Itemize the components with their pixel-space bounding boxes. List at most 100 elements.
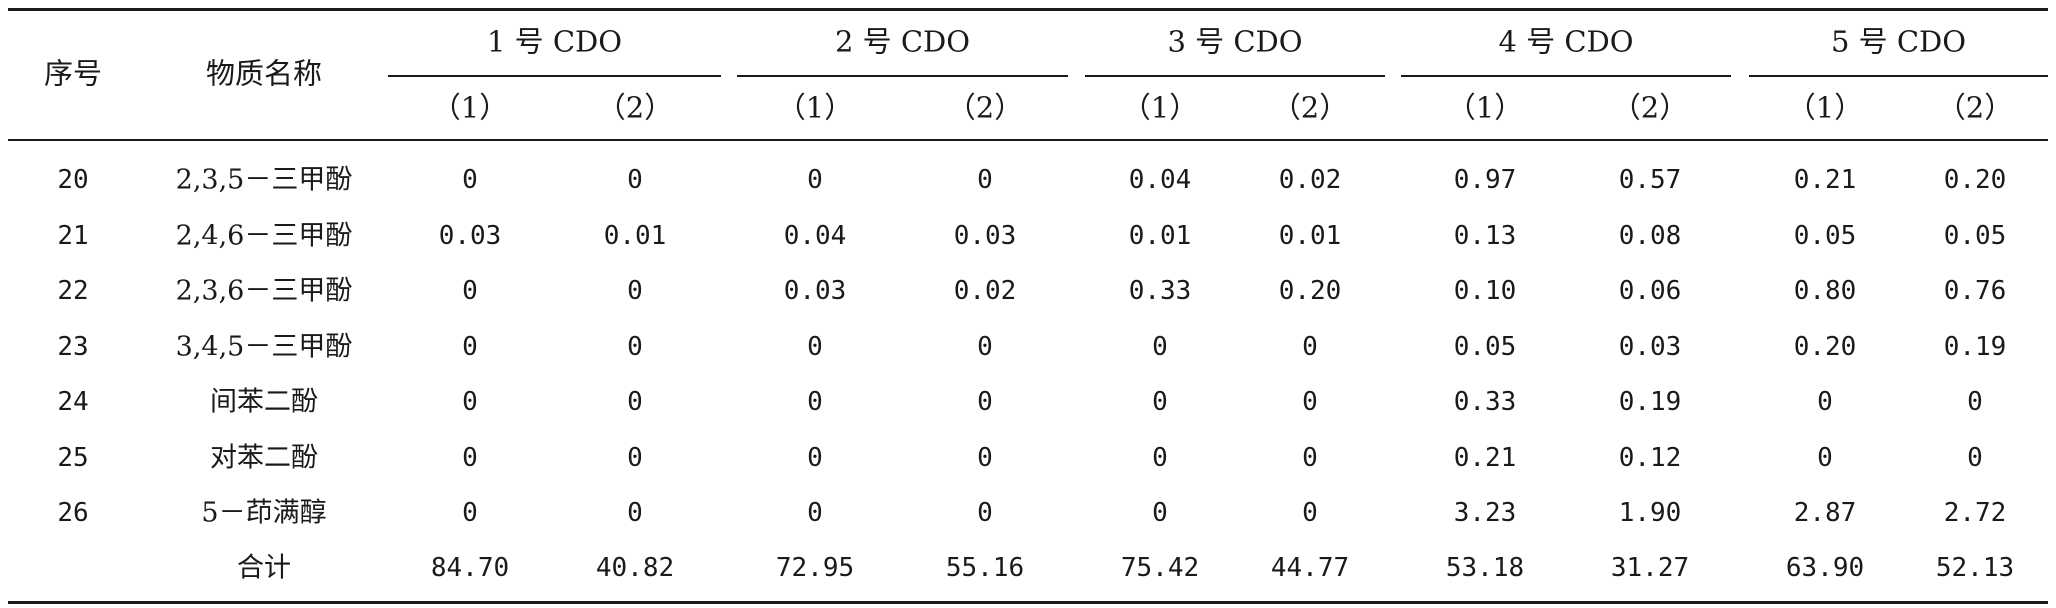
value-cell: 72.95 [775,553,855,583]
value-cell: 0 [1152,443,1168,473]
value-cell: 0.01 [603,221,667,251]
value-cell: 0.97 [1453,165,1517,195]
value-cell: 0 [977,443,993,473]
value-cell: 0 [462,387,478,417]
bottom-rule [8,601,2048,604]
value-cell: 0.33 [1453,387,1517,417]
value-cell: 0.05 [1943,221,2007,251]
substance-name: 2,3,5－三甲酚 [175,164,353,196]
group-header: 4 号 CDO [1498,24,1634,59]
value-cell: 0.20 [1943,165,2007,195]
top-rule [8,8,2048,11]
index-header: 序号 [43,56,103,91]
substance-name: 2,4,6－三甲酚 [175,220,353,252]
value-cell: 0 [807,498,823,528]
value-cell: 0.13 [1453,221,1517,251]
sub-header: （2） [946,90,1024,125]
value-cell: 0.03 [953,221,1017,251]
value-cell: 0.19 [1943,332,2007,362]
value-cell: 63.90 [1785,553,1865,583]
value-cell: 2.87 [1793,498,1857,528]
value-cell: 0 [1817,387,1833,417]
value-cell: 0.12 [1618,443,1682,473]
group-header: 5 号 CDO [1830,24,1967,59]
row-index: 25 [57,443,89,473]
value-cell: 0 [1967,443,1983,473]
value-cell: 0 [807,165,823,195]
substance-name: 5－茚满醇 [201,497,327,529]
name-header: 物质名称 [205,56,323,91]
sub-header: （1） [776,90,854,125]
value-cell: 31.27 [1610,553,1690,583]
value-cell: 0.05 [1453,332,1517,362]
value-cell: 84.70 [430,553,510,583]
value-cell: 0 [1967,387,1983,417]
value-cell: 0.05 [1793,221,1857,251]
value-cell: 0 [1152,387,1168,417]
sub-header: （2） [1936,90,2014,125]
value-cell: 0.01 [1128,221,1192,251]
value-cell: 44.77 [1270,553,1350,583]
substance-name: 对苯二酚 [210,442,318,474]
value-cell: 0.02 [1278,165,1342,195]
value-cell: 0.08 [1618,221,1682,251]
value-cell: 0 [462,276,478,306]
sub-header: （1） [1786,90,1864,125]
group-underline [737,75,1068,77]
value-cell: 40.82 [595,553,675,583]
value-cell: 0.21 [1793,165,1857,195]
value-cell: 1.90 [1618,498,1682,528]
value-cell: 0.80 [1793,276,1857,306]
value-cell: 0 [977,332,993,362]
value-cell: 0 [462,332,478,362]
value-cell: 0 [627,387,643,417]
value-cell: 0.04 [1128,165,1192,195]
value-cell: 0 [1302,498,1318,528]
value-cell: 0 [807,443,823,473]
sub-header: （2） [1271,90,1349,125]
row-index: 26 [57,498,89,528]
row-index: 23 [57,332,89,362]
value-cell: 0 [627,276,643,306]
value-cell: 3.23 [1453,498,1517,528]
substance-name: 合计 [237,552,291,584]
group-header: 2 号 CDO [834,24,971,59]
value-cell: 0 [807,332,823,362]
group-header: 1 号 CDO [486,24,623,59]
value-cell: 0.03 [438,221,502,251]
value-cell: 0 [627,443,643,473]
row-index: 22 [57,276,89,306]
row-index: 24 [57,387,89,417]
sub-header: （2） [596,90,674,125]
group-underline [1401,75,1731,77]
value-cell: 53.18 [1445,553,1525,583]
value-cell: 0 [1152,498,1168,528]
group-underline [1085,75,1385,77]
value-cell: 0.01 [1278,221,1342,251]
value-cell: 0 [462,498,478,528]
value-cell: 55.16 [945,553,1025,583]
value-cell: 0.06 [1618,276,1682,306]
value-cell: 0 [977,387,993,417]
value-cell: 0.20 [1793,332,1857,362]
value-cell: 0.02 [953,276,1017,306]
header-rule [8,139,2048,141]
value-cell: 0 [1302,443,1318,473]
value-cell: 0 [1302,387,1318,417]
value-cell: 0 [462,443,478,473]
value-cell: 0.20 [1278,276,1342,306]
value-cell: 52.13 [1935,553,2015,583]
value-cell: 0.21 [1453,443,1517,473]
value-cell: 0.04 [783,221,847,251]
value-cell: 0 [462,165,478,195]
value-cell: 0 [1302,332,1318,362]
value-cell: 0 [977,165,993,195]
value-cell: 0 [1152,332,1168,362]
substance-name: 2,3,6－三甲酚 [175,275,353,307]
value-cell: 0 [1817,443,1833,473]
value-cell: 0 [627,165,643,195]
value-cell: 0 [977,498,993,528]
value-cell: 75.42 [1120,553,1200,583]
value-cell: 0 [807,387,823,417]
value-cell: 0.76 [1943,276,2007,306]
